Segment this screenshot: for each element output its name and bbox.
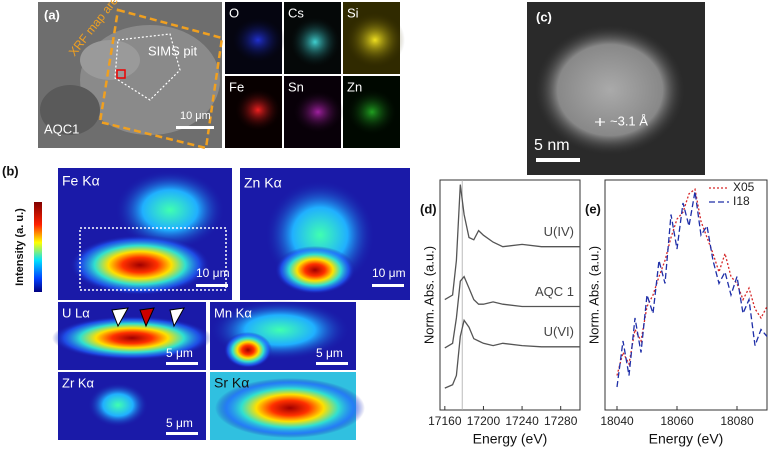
panel-label: (a)	[44, 7, 60, 22]
series-label: U(IV)	[544, 224, 574, 239]
legend-label: I18	[733, 194, 750, 208]
x-tick-label: 17240	[505, 414, 539, 428]
spacing-label: ~3.1 Å	[610, 113, 648, 128]
tile-label: O	[229, 5, 239, 20]
charts: (d) 17160 17200 17240 17280 Energy (eV) Norm. …	[420, 180, 767, 447]
x-tick-label: 17200	[467, 414, 501, 428]
scale-label: 10 μm	[196, 266, 230, 280]
panel-label: (d)	[420, 201, 437, 216]
map-label: Zr Kα	[62, 375, 95, 390]
scale-label: 5 μm	[166, 416, 193, 430]
tile-label: Cs	[288, 5, 304, 20]
map-label: Mn Kα	[214, 305, 252, 320]
series-label: U(VI)	[544, 324, 574, 339]
tile-label: Zn	[347, 79, 362, 94]
series-line	[617, 192, 767, 388]
x-tick-label: 17280	[544, 414, 578, 428]
panel-label: (c)	[536, 9, 552, 24]
series-line	[617, 189, 767, 375]
series-label: AQC 1	[535, 284, 574, 299]
map-label: Zn Kα	[244, 175, 282, 191]
sample-label: AQC1	[44, 121, 79, 136]
scale-label: 5 nm	[534, 137, 570, 154]
colorbar	[34, 202, 42, 292]
scale-label: 10 μm	[372, 266, 406, 280]
x-axis-label: Energy (eV)	[473, 431, 548, 447]
map-label: Sr Kα	[214, 375, 249, 391]
x-tick-label: 18080	[720, 414, 754, 428]
scale-label: 10 μm	[180, 110, 211, 122]
element-tiles	[225, 2, 405, 148]
tile-label: Fe	[229, 79, 244, 94]
y-axis-label: Norm. Abs. (a.u.)	[421, 246, 436, 344]
series-line	[445, 185, 580, 300]
x-tick-label: 17160	[428, 414, 462, 428]
scale-label: 5 μm	[166, 346, 193, 360]
legend-label: X05	[733, 180, 755, 194]
colorbar-label: Intensity (a. u.)	[14, 208, 26, 286]
panel-label: (e)	[585, 201, 601, 216]
panel-label: (b)	[2, 163, 19, 178]
tile-label: Si	[347, 5, 359, 20]
xrf-maps	[52, 168, 410, 440]
tile-label: Sn	[288, 79, 304, 94]
x-tick-label: 18060	[660, 414, 694, 428]
scale-label: 5 μm	[316, 346, 343, 360]
x-tick-label: 18040	[600, 414, 634, 428]
y-axis-label: Norm. Abs. (a.u.)	[586, 246, 601, 344]
figure: (a) XRF map area SIMS pit 10 μm AQC1 O C…	[0, 0, 769, 450]
map-label: Fe Kα	[62, 173, 100, 189]
x-axis-label: Energy (eV)	[649, 431, 724, 447]
map-label: U Lα	[62, 305, 90, 320]
pit-label: SIMS pit	[148, 43, 198, 58]
